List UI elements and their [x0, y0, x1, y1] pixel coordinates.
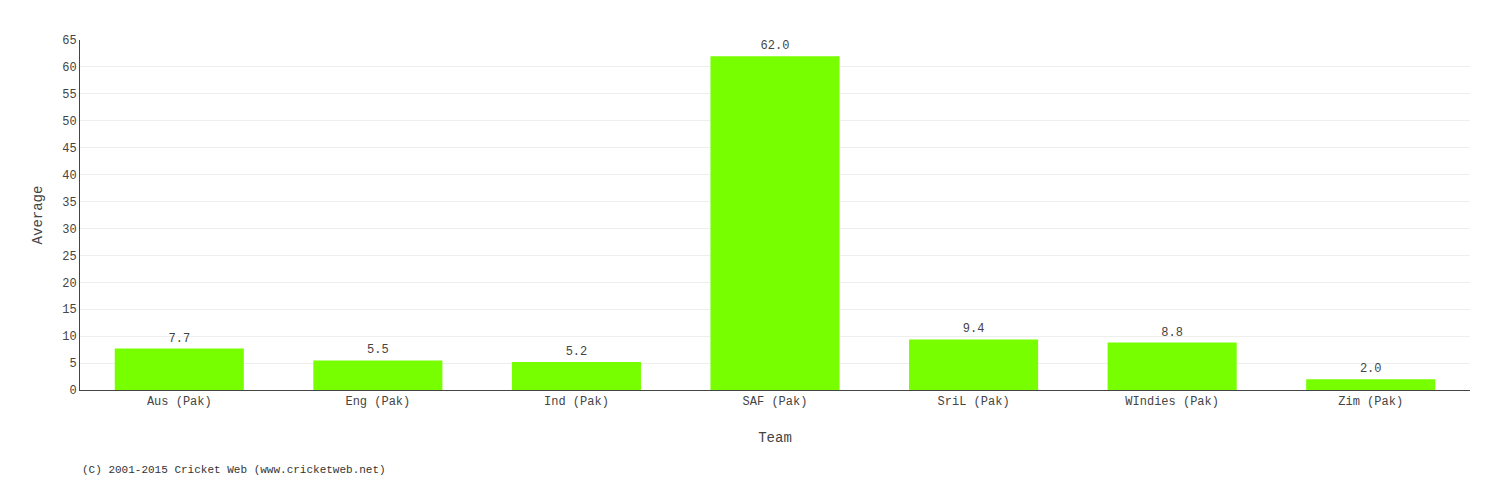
svg-text:5.2: 5.2 — [566, 345, 588, 359]
svg-text:Average: Average — [30, 186, 46, 245]
svg-text:5: 5 — [69, 357, 76, 371]
svg-text:Team: Team — [758, 430, 792, 446]
svg-text:WIndies (Pak): WIndies (Pak) — [1125, 395, 1219, 409]
svg-text:62.0: 62.0 — [761, 39, 790, 53]
svg-text:9.4: 9.4 — [963, 322, 985, 336]
svg-text:55: 55 — [62, 88, 76, 102]
svg-text:35: 35 — [62, 196, 76, 210]
svg-text:0: 0 — [69, 384, 76, 398]
svg-text:Eng (Pak): Eng (Pak) — [345, 395, 410, 409]
svg-text:10: 10 — [62, 330, 76, 344]
svg-text:60: 60 — [62, 61, 76, 75]
svg-text:15: 15 — [62, 303, 76, 317]
svg-text:50: 50 — [62, 115, 76, 129]
svg-text:40: 40 — [62, 169, 76, 183]
svg-text:(C) 2001-2015 Cricket Web (www: (C) 2001-2015 Cricket Web (www.cricketwe… — [82, 464, 386, 476]
svg-text:SriL (Pak): SriL (Pak) — [938, 395, 1010, 409]
svg-text:Zim (Pak): Zim (Pak) — [1338, 395, 1403, 409]
svg-text:20: 20 — [62, 277, 76, 291]
svg-text:25: 25 — [62, 250, 76, 264]
svg-text:Aus (Pak): Aus (Pak) — [147, 395, 212, 409]
svg-text:7.7: 7.7 — [168, 332, 190, 346]
svg-text:65: 65 — [62, 34, 76, 48]
svg-text:Ind (Pak): Ind (Pak) — [544, 395, 609, 409]
svg-text:SAF (Pak): SAF (Pak) — [743, 395, 808, 409]
svg-text:8.8: 8.8 — [1161, 326, 1183, 340]
svg-text:5.5: 5.5 — [367, 343, 389, 357]
svg-text:45: 45 — [62, 142, 76, 156]
svg-text:30: 30 — [62, 223, 76, 237]
svg-text:2.0: 2.0 — [1360, 362, 1382, 376]
